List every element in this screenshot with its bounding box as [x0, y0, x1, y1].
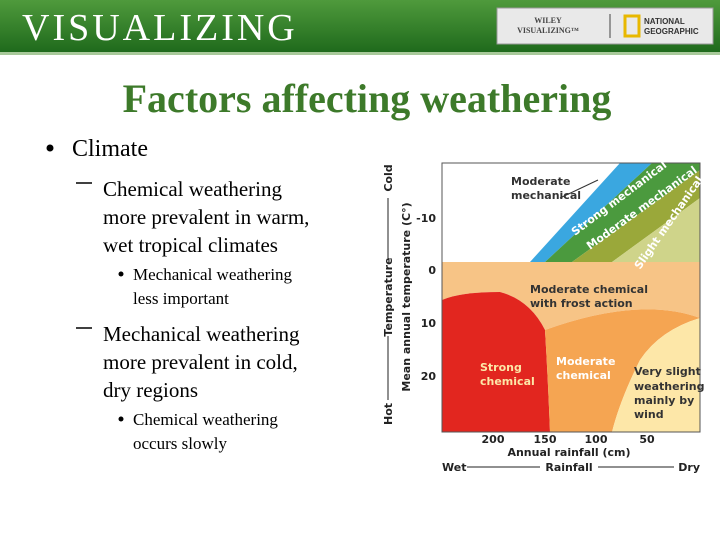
y-tick-label: 10: [421, 317, 437, 330]
region-moderate-mechanical: [572, 170, 700, 262]
x-axis-left: Wet: [442, 461, 466, 474]
bullet-text: Chemical weathering: [133, 410, 278, 429]
x-tick-label: 50: [639, 433, 655, 446]
y-tick-label: 20: [421, 370, 437, 383]
slide-title: Factors affecting weathering: [123, 76, 612, 121]
bullet-text: Climate: [72, 136, 148, 162]
bullet-text: more prevalent in warm,: [103, 205, 309, 229]
region-label: Very slight: [634, 365, 701, 378]
region-label: mainly by: [634, 394, 694, 407]
region-moderate-mechanical-top: [530, 163, 652, 262]
bullet-text: more prevalent in cold,: [103, 350, 298, 374]
logo-box: [496, 7, 714, 45]
logo-bottom: VISUALIZING™: [517, 26, 579, 35]
bullet-text: dry regions: [103, 378, 198, 402]
partner-bottom: GEOGRAPHIC: [644, 27, 699, 36]
region-moderate-chemical: [545, 309, 700, 432]
weathering-diagram: Moderate mechanical Strong mechanical Mo…: [382, 158, 706, 474]
region-label: with frost action: [530, 297, 633, 310]
region-label: Strong: [480, 361, 522, 374]
brand: VISUALIZING: [22, 7, 298, 49]
bullet-list: Climate Chemical weathering more prevale…: [46, 136, 309, 453]
x-tick-label: 150: [534, 433, 557, 446]
x-axis-right: Dry: [678, 461, 700, 474]
y-axis-top: Cold: [382, 164, 395, 191]
y-axis-bottom: Hot: [382, 403, 395, 425]
region-frost: [442, 262, 700, 330]
x-axis-title: Rainfall: [545, 461, 592, 474]
bullet-text: occurs slowly: [133, 434, 227, 453]
header-rule: [0, 52, 720, 55]
region-label: mechanical: [511, 189, 581, 202]
x-tick-label: 200: [482, 433, 505, 446]
region-slight-mechanical: [612, 198, 700, 262]
logo-top: WILEY: [534, 16, 562, 25]
region-very-slight: [612, 318, 700, 432]
region-label: chemical: [480, 375, 535, 388]
y-axis-title: Temperature: [382, 257, 395, 336]
plot-frame: [441, 162, 701, 433]
bullet-text: wet tropical climates: [103, 233, 278, 257]
bullet-text: Mechanical weathering: [103, 322, 300, 346]
partner-top: NATIONAL: [644, 17, 685, 26]
bullet-text: less important: [133, 289, 229, 308]
y-tick-label: 0: [428, 264, 436, 277]
region-label: wind: [634, 408, 664, 421]
region-label: Moderate: [511, 175, 570, 188]
bullet-dot: [118, 416, 124, 422]
region-label: chemical: [556, 369, 611, 382]
bullet-dot: [118, 271, 124, 277]
bullet-text: Mechanical weathering: [133, 265, 293, 284]
region-label: Moderate: [556, 355, 615, 368]
region-strong-chemical: [442, 292, 550, 432]
x-tick-label: 100: [585, 433, 608, 446]
region-label: weathering: [634, 380, 705, 393]
pointer-arrow: [559, 179, 599, 199]
region-label: Moderate chemical: [530, 283, 648, 296]
x-axis-subtitle: Annual rainfall (cm): [507, 446, 630, 459]
region-strong-mechanical: [545, 163, 700, 262]
bullet-text: Chemical weathering: [103, 177, 283, 201]
bullet-dot: [46, 144, 54, 152]
ng-frame: [623, 14, 641, 38]
y-tick-label: -10: [416, 212, 436, 225]
y-axis-subtitle: Mean annual temperature (C°): [400, 202, 413, 391]
